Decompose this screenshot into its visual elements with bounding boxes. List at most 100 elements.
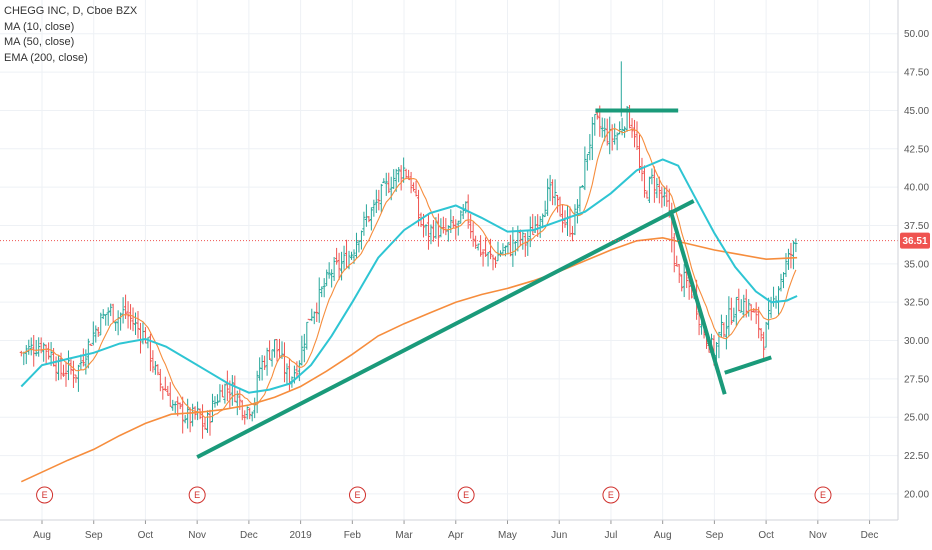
price-bar	[51, 347, 56, 367]
x-tick-label: Dec	[240, 530, 258, 541]
price-bar	[295, 361, 299, 378]
price-bar	[379, 183, 383, 213]
trendline[interactable]	[196, 199, 695, 459]
trendline[interactable]	[724, 355, 772, 375]
earnings-marker	[457, 486, 475, 504]
price-bar	[106, 307, 110, 326]
price-bar	[771, 286, 776, 307]
price-bar	[183, 415, 187, 424]
price-bar	[210, 393, 215, 423]
price-bar	[513, 241, 517, 256]
price-bar	[191, 403, 195, 427]
price-bar	[615, 132, 619, 151]
price-bar	[377, 189, 381, 211]
price-bar	[136, 311, 140, 339]
price-bar	[526, 231, 530, 256]
price-bar	[198, 408, 202, 420]
price-bar	[327, 262, 331, 279]
legend-ma50[interactable]: MA (50, close)	[4, 36, 75, 48]
price-bar	[166, 385, 170, 396]
price-bar	[369, 207, 373, 231]
price-bar	[645, 190, 649, 199]
price-bar	[109, 303, 113, 317]
price-bar	[588, 134, 592, 161]
price-bar	[585, 153, 589, 171]
price-bar	[759, 328, 763, 341]
price-bar	[511, 227, 515, 267]
x-tick-label: Oct	[758, 530, 774, 541]
price-bar	[362, 211, 366, 236]
price-bar	[37, 337, 41, 357]
price-bar	[506, 242, 510, 255]
price-bar	[789, 242, 793, 269]
price-bar	[263, 355, 267, 370]
price-bar	[578, 186, 582, 212]
price-bar	[302, 333, 306, 363]
price-bar	[402, 157, 406, 183]
price-bar	[784, 253, 788, 278]
legend-symbol[interactable]: CHEGG INC, D, Cboe BZX	[4, 5, 138, 17]
price-bar	[322, 278, 326, 298]
x-tick-label: Jul	[605, 530, 618, 541]
price-bar	[491, 254, 495, 271]
price-bar	[285, 363, 289, 385]
price-bar	[404, 168, 408, 180]
price-bar	[531, 213, 535, 236]
price-bar	[312, 311, 316, 325]
price-bar	[496, 241, 500, 262]
price-bar	[754, 302, 758, 325]
price-bar	[148, 333, 153, 372]
y-tick-label: 22.50	[904, 451, 929, 462]
price-bar	[91, 321, 95, 346]
price-bar	[528, 216, 532, 248]
price-bar	[456, 220, 460, 236]
price-bar	[208, 409, 212, 436]
price-bar	[354, 232, 359, 258]
y-tick-label: 42.50	[904, 144, 929, 155]
price-bar	[69, 359, 73, 375]
price-bar	[317, 277, 321, 323]
trendline[interactable]	[668, 209, 727, 395]
price-bar	[215, 394, 220, 406]
price-bar	[99, 312, 103, 336]
legend-ema200[interactable]: EMA (200, close)	[4, 51, 88, 64]
moving-averages	[20, 127, 798, 483]
price-bar	[757, 306, 761, 339]
price-bar	[119, 312, 123, 331]
price-bar	[454, 219, 458, 240]
price-bar	[116, 310, 120, 336]
price-bar	[325, 269, 329, 287]
price-bar	[483, 237, 488, 257]
price-bar	[372, 199, 376, 217]
price-bar	[635, 121, 639, 151]
x-tick-label: Nov	[188, 530, 206, 541]
price-bar	[32, 335, 36, 367]
y-tick-label: 20.00	[904, 489, 929, 500]
price-bar	[630, 118, 634, 138]
price-bar	[501, 243, 505, 256]
price-bar	[436, 213, 440, 247]
price-bar	[94, 325, 98, 343]
y-tick-label: 35.00	[904, 259, 929, 270]
price-bar	[84, 349, 88, 375]
price-bar	[560, 204, 565, 233]
price-bar	[76, 364, 81, 392]
earnings-marker	[349, 486, 367, 504]
earnings-marker	[36, 486, 54, 504]
price-bar	[426, 214, 431, 250]
y-tick-label: 47.50	[904, 68, 929, 79]
price-bar	[310, 308, 314, 322]
y-tick-label: 27.50	[904, 374, 929, 385]
ma10-line	[21, 127, 797, 419]
x-tick-label: Jun	[551, 530, 567, 541]
price-bar	[382, 178, 386, 184]
price-bar	[657, 176, 661, 204]
price-bar	[374, 189, 378, 213]
x-tick-label: Oct	[138, 530, 154, 541]
price-bar	[613, 123, 617, 145]
earnings-marker-label: E	[42, 490, 48, 500]
price-bar	[392, 169, 396, 189]
trendlines[interactable]	[196, 108, 772, 459]
legend-ma10[interactable]: MA (10, close)	[4, 20, 75, 33]
